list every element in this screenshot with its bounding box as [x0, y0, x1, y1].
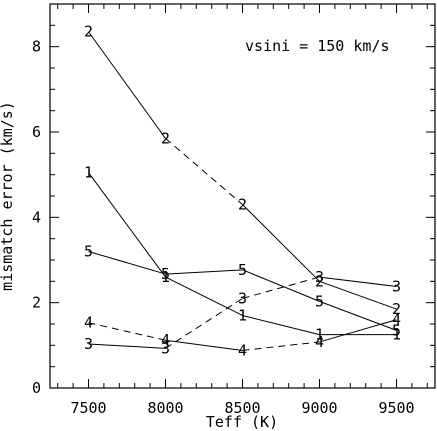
series-4-point: 4 [161, 331, 170, 349]
series-5-point: 5 [392, 321, 401, 339]
series-1-point: 1 [161, 268, 170, 286]
series-4-segment [242, 341, 320, 351]
series-4-segment [319, 319, 397, 343]
x-tick-label: 7500 [70, 399, 106, 417]
series-2-segment [319, 280, 397, 310]
series-1-point: 1 [392, 326, 401, 344]
series-lines [88, 31, 397, 351]
series-1-segment [165, 276, 243, 316]
series-2-point: 2 [238, 196, 247, 214]
vsini-annotation: vsini = 150 km/s [245, 37, 390, 55]
y-tick-label: 2 [32, 294, 41, 312]
series-5-point: 5 [84, 242, 93, 260]
x-tick-label: 9500 [378, 399, 414, 417]
series-4-point: 4 [238, 341, 247, 359]
series-3-point: 3 [315, 268, 324, 286]
series-3-point: 3 [84, 335, 93, 353]
y-tick-label: 0 [32, 379, 41, 397]
series-3-segment [165, 297, 243, 349]
series-4-point: 4 [315, 333, 324, 351]
series-2-segment [88, 31, 166, 139]
series-5-segment [242, 269, 320, 302]
series-1-point: 1 [84, 164, 93, 182]
series-3-segment [242, 276, 320, 299]
x-tick-label: 8000 [147, 399, 183, 417]
series-2-point: 2 [84, 23, 93, 41]
series-3-point: 3 [238, 289, 247, 307]
series-1-point: 1 [238, 306, 247, 324]
series-4-point: 4 [392, 311, 401, 329]
y-axis-label: mismatch error (km/s) [0, 101, 16, 291]
y-tick-label: 4 [32, 208, 41, 226]
x-tick-label: 9000 [301, 399, 337, 417]
series-5-point: 5 [161, 265, 170, 283]
series-1-segment [242, 314, 320, 336]
series-2-point: 2 [315, 272, 324, 290]
axis-ticks [50, 3, 435, 389]
series-3-point: 3 [392, 277, 401, 295]
y-tick-label: 6 [32, 123, 41, 141]
series-5-segment [165, 269, 243, 275]
series-5-segment [319, 300, 397, 331]
series-2-point: 2 [392, 300, 401, 318]
series-3-segment [88, 343, 166, 349]
series-4-segment [88, 322, 166, 341]
series-2-point: 2 [161, 129, 170, 147]
series-5-point: 5 [315, 292, 324, 310]
series-3-segment [319, 276, 397, 287]
x-axis-label: Teff (K) [206, 413, 278, 431]
series-2-segment [165, 138, 243, 205]
x-tick-label: 8500 [224, 399, 260, 417]
series-2-segment [242, 204, 320, 282]
series-3-point: 3 [161, 339, 170, 357]
series-4-segment [165, 339, 243, 351]
series-5-segment [88, 250, 166, 275]
series-1-point: 1 [315, 326, 324, 344]
series-1-segment [88, 172, 166, 278]
y-tick-label: 8 [32, 38, 41, 56]
series-4-point: 4 [84, 314, 93, 332]
series-5-point: 5 [238, 261, 247, 279]
